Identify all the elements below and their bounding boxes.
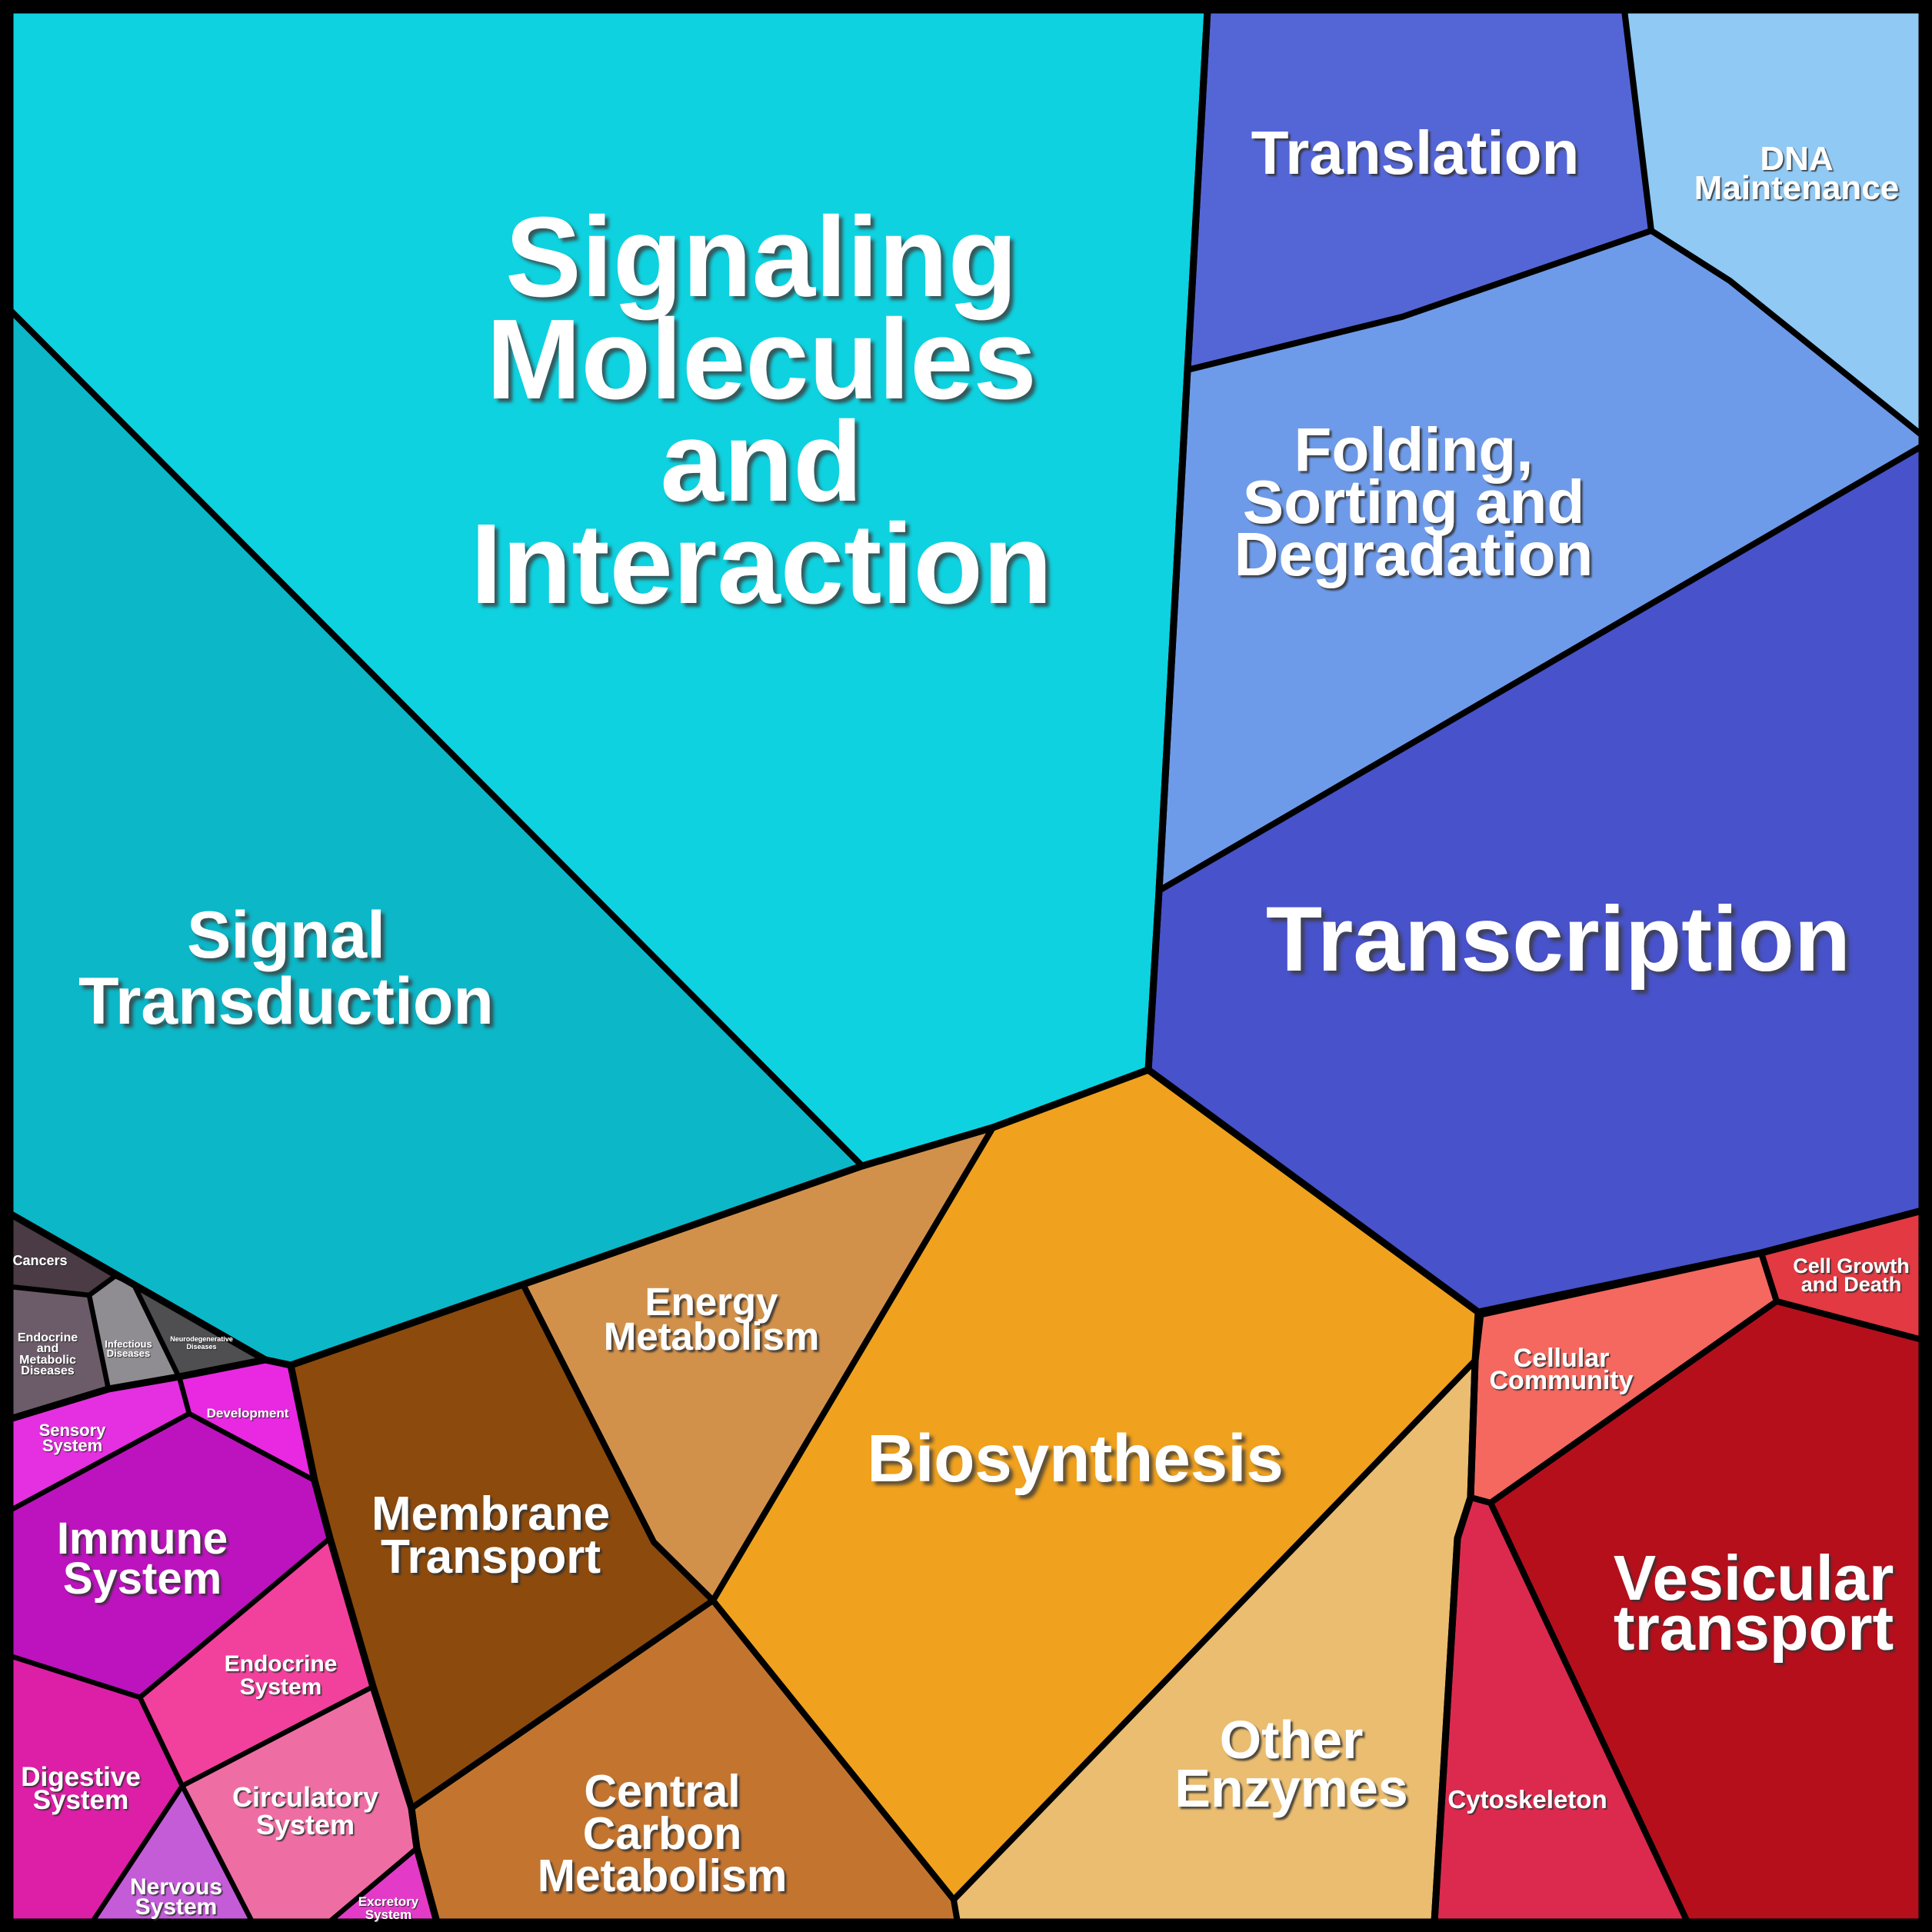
svg-text:Other: Other — [1220, 1710, 1364, 1770]
svg-text:Vesicular: Vesicular — [1614, 1542, 1894, 1614]
svg-text:Membrane: Membrane — [371, 1487, 610, 1541]
svg-text:and Death: and Death — [1801, 1273, 1902, 1296]
svg-text:Transduction: Transduction — [78, 964, 494, 1038]
svg-text:Sorting and: Sorting and — [1243, 468, 1584, 536]
svg-text:Cancers: Cancers — [12, 1253, 67, 1268]
svg-text:Circulatory: Circulatory — [232, 1781, 378, 1813]
svg-text:transport: transport — [1614, 1592, 1894, 1664]
svg-text:Cell Growth: Cell Growth — [1793, 1254, 1910, 1277]
svg-text:Transport: Transport — [381, 1531, 601, 1584]
svg-text:System: System — [33, 1785, 129, 1815]
svg-text:Immune: Immune — [57, 1514, 228, 1564]
svg-text:Signaling: Signaling — [505, 194, 1018, 321]
svg-text:Metabolic: Metabolic — [19, 1354, 76, 1367]
svg-text:Central: Central — [584, 1766, 740, 1817]
svg-text:System: System — [240, 1674, 322, 1700]
svg-text:System: System — [365, 1907, 411, 1922]
svg-text:Excretory: Excretory — [358, 1894, 419, 1909]
svg-text:Metabolism: Metabolism — [604, 1314, 820, 1358]
svg-text:System: System — [42, 1436, 102, 1455]
svg-text:Carbon: Carbon — [583, 1808, 742, 1859]
svg-text:Diseases: Diseases — [21, 1364, 74, 1377]
svg-text:DNA: DNA — [1760, 140, 1833, 178]
svg-text:Molecules: Molecules — [486, 296, 1037, 423]
svg-text:Enzymes: Enzymes — [1174, 1758, 1407, 1818]
svg-text:Development: Development — [207, 1406, 289, 1421]
svg-text:Interaction: Interaction — [471, 501, 1053, 628]
svg-text:and: and — [37, 1342, 58, 1355]
svg-text:System: System — [135, 1894, 218, 1920]
svg-text:Infectious: Infectious — [105, 1338, 152, 1350]
svg-text:Digestive: Digestive — [21, 1762, 141, 1792]
svg-text:Sensory: Sensory — [39, 1421, 107, 1440]
svg-text:Cellular: Cellular — [1514, 1344, 1610, 1373]
svg-text:System: System — [63, 1554, 222, 1604]
svg-text:Degradation: Degradation — [1234, 520, 1594, 588]
svg-text:Metabolism: Metabolism — [538, 1850, 788, 1901]
svg-text:Diseases: Diseases — [107, 1347, 150, 1359]
svg-text:Endocrine: Endocrine — [225, 1651, 338, 1677]
svg-text:Endocrine: Endocrine — [18, 1331, 78, 1344]
svg-text:and: and — [660, 398, 862, 525]
svg-text:Translation: Translation — [1251, 118, 1580, 187]
svg-text:Community: Community — [1490, 1366, 1634, 1395]
svg-text:System: System — [256, 1809, 355, 1840]
svg-text:Nervous: Nervous — [130, 1874, 222, 1900]
svg-text:Diseases: Diseases — [186, 1343, 216, 1351]
svg-text:Neurodegenerative: Neurodegenerative — [170, 1335, 233, 1343]
svg-text:Cytoskeleton: Cytoskeleton — [1447, 1785, 1607, 1814]
svg-text:Biosynthesis: Biosynthesis — [867, 1421, 1284, 1496]
svg-text:Transcription: Transcription — [1266, 888, 1850, 991]
svg-text:Energy: Energy — [645, 1280, 779, 1324]
svg-text:Maintenance: Maintenance — [1694, 169, 1900, 207]
svg-text:Folding,: Folding, — [1294, 415, 1533, 484]
svg-text:Signal: Signal — [187, 898, 385, 972]
